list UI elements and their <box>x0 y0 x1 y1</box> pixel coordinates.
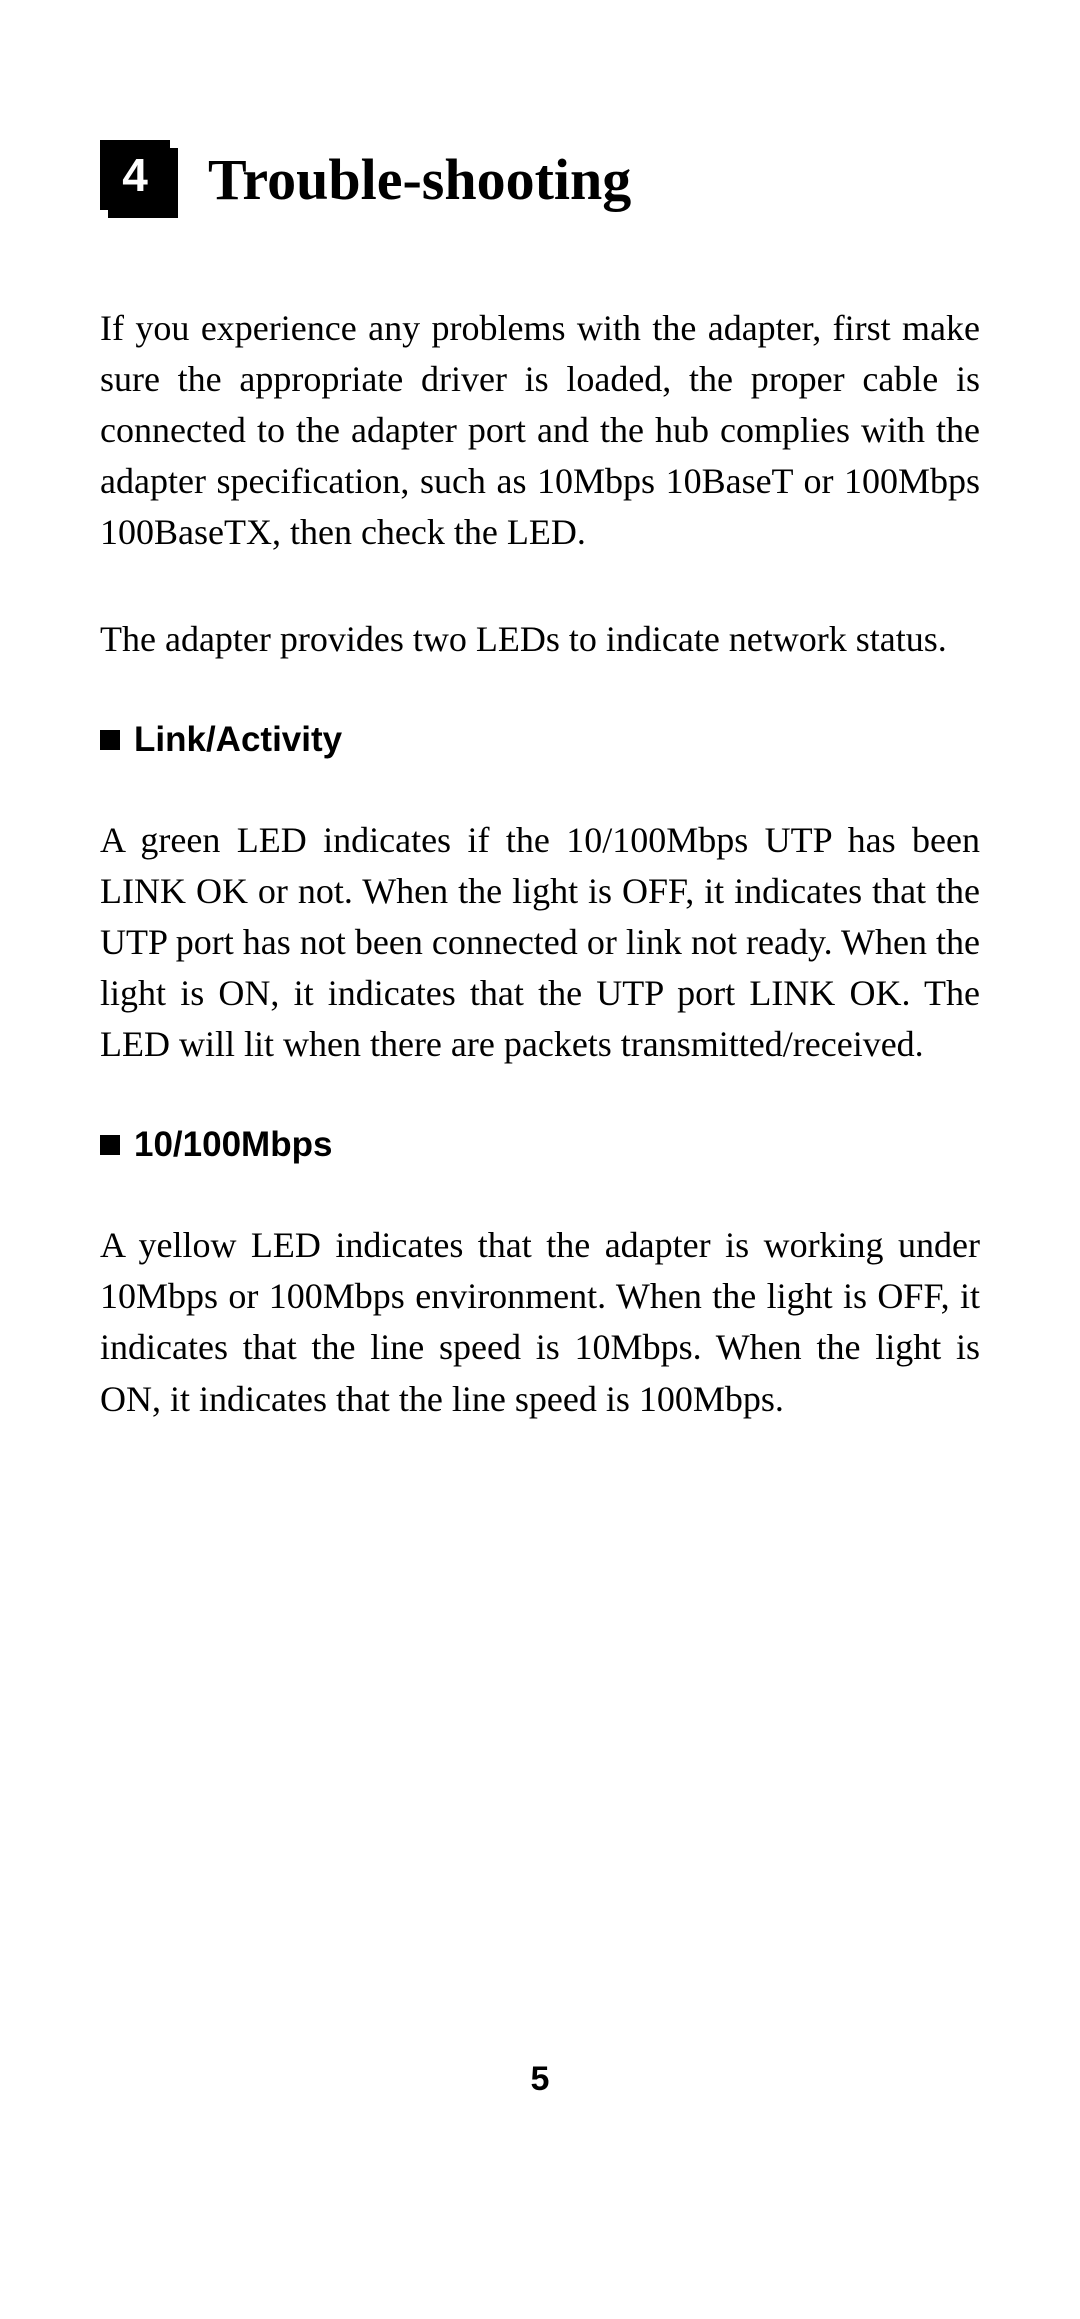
chapter-number-box: 4 <box>100 140 178 218</box>
square-bullet-icon <box>100 730 120 750</box>
subheading-speed: 10/100Mbps <box>100 1125 980 1165</box>
link-activity-paragraph: A green LED indicates if the 10/100Mbps … <box>100 815 980 1071</box>
page-number: 5 <box>0 2060 1080 2099</box>
chapter-heading: 4 Trouble-shooting <box>100 140 980 218</box>
chapter-number: 4 <box>122 148 148 202</box>
chapter-title: Trouble-shooting <box>208 146 631 213</box>
intro-paragraph: If you experience any problems with the … <box>100 303 980 559</box>
speed-paragraph: A yellow LED indicates that the adapter … <box>100 1220 980 1424</box>
subheading-link-activity: Link/Activity <box>100 720 980 760</box>
square-bullet-icon <box>100 1135 120 1155</box>
document-page: 4 Trouble-shooting If you experience any… <box>0 0 1080 1425</box>
subheading-label: 10/100Mbps <box>134 1125 332 1165</box>
subheading-label: Link/Activity <box>134 720 342 760</box>
leds-paragraph: The adapter provides two LEDs to indicat… <box>100 614 980 665</box>
chapter-box-front: 4 <box>100 140 170 210</box>
